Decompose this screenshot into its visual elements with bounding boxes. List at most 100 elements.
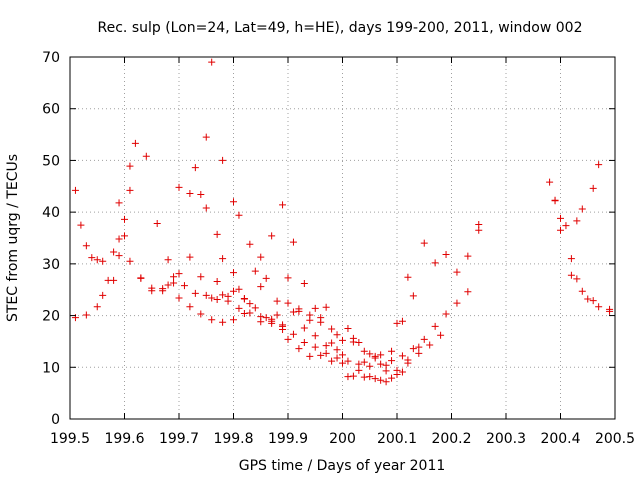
- data-point: [99, 291, 107, 299]
- series-arc-7: [235, 283, 406, 384]
- data-point: [246, 240, 254, 248]
- data-point: [464, 252, 472, 260]
- data-point: [366, 350, 374, 358]
- data-point: [567, 255, 575, 263]
- data-point: [202, 204, 210, 212]
- data-point: [595, 303, 603, 311]
- data-point: [562, 222, 570, 230]
- data-point: [186, 190, 194, 198]
- data-point: [464, 288, 472, 296]
- data-point: [175, 294, 183, 302]
- x-tick-label: 199.9: [268, 431, 308, 447]
- y-tick-label: 10: [42, 360, 60, 376]
- data-point: [164, 256, 172, 264]
- data-point: [121, 232, 128, 240]
- data-point: [360, 373, 368, 381]
- data-point: [426, 341, 434, 349]
- data-point: [366, 362, 374, 370]
- series-arc-3: [71, 226, 483, 370]
- data-point: [219, 291, 227, 299]
- x-tick-label: 200.2: [431, 431, 471, 447]
- data-point: [355, 338, 363, 346]
- data-point: [339, 336, 346, 344]
- data-point: [393, 371, 401, 379]
- data-point: [284, 335, 292, 343]
- data-point: [268, 319, 276, 327]
- data-point: [99, 257, 107, 265]
- series-arc-9: [546, 161, 614, 313]
- data-point: [333, 331, 341, 339]
- data-point: [246, 309, 254, 317]
- data-point: [137, 274, 145, 282]
- data-point: [77, 221, 85, 229]
- data-point: [284, 274, 292, 282]
- data-point: [377, 360, 385, 368]
- data-point: [175, 270, 183, 278]
- grid: [70, 57, 615, 419]
- data-point: [191, 289, 199, 297]
- data-point: [180, 282, 188, 290]
- y-tick-label: 60: [42, 102, 60, 118]
- data-point: [344, 357, 352, 365]
- data-point: [551, 196, 559, 204]
- data-point: [186, 253, 194, 261]
- x-tick-label: 200.3: [486, 431, 526, 447]
- data-point: [164, 281, 172, 289]
- data-point: [398, 368, 406, 376]
- x-tick-label: 200.5: [595, 431, 635, 447]
- x-tick-label: 200.4: [540, 431, 580, 447]
- data-point: [262, 314, 270, 322]
- series-arc-4: [186, 133, 483, 359]
- y-tick-label: 70: [42, 50, 60, 66]
- data-point: [142, 152, 150, 160]
- data-point: [355, 366, 363, 374]
- data-point: [235, 304, 243, 312]
- data-point: [573, 217, 581, 225]
- data-point: [339, 359, 346, 367]
- data-point: [398, 352, 406, 360]
- data-point: [159, 287, 167, 295]
- data-point: [360, 347, 368, 355]
- data-point: [388, 374, 396, 382]
- data-point: [311, 304, 319, 312]
- data-point: [295, 307, 303, 315]
- data-point: [93, 256, 101, 264]
- data-point: [322, 342, 330, 350]
- data-point: [349, 334, 357, 342]
- data-point: [311, 332, 319, 340]
- data-point: [273, 311, 281, 319]
- x-tick-label: 199.5: [50, 431, 90, 447]
- data-point: [589, 184, 597, 192]
- data-point: [289, 308, 297, 316]
- data-point: [219, 318, 227, 326]
- data-point: [382, 367, 390, 375]
- data-point: [295, 345, 303, 353]
- data-point: [251, 304, 259, 312]
- data-point: [475, 221, 483, 229]
- x-tick-label: 199.7: [159, 431, 199, 447]
- data-point: [268, 232, 276, 240]
- data-point: [377, 351, 385, 359]
- data-point: [415, 343, 423, 351]
- data-point: [300, 280, 308, 288]
- data-point: [311, 343, 319, 351]
- data-point: [224, 292, 232, 300]
- data-point: [420, 335, 428, 343]
- data-point: [606, 307, 614, 315]
- data-point: [115, 199, 123, 207]
- data-point: [300, 324, 308, 332]
- data-point: [328, 357, 336, 365]
- data-point: [115, 252, 123, 260]
- x-tick-label: 200.1: [377, 431, 417, 447]
- data-point: [71, 186, 79, 194]
- data-point: [202, 291, 210, 299]
- data-point: [355, 360, 363, 368]
- data-point: [257, 253, 265, 261]
- data-point: [110, 248, 118, 256]
- data-points: [71, 58, 614, 386]
- data-point: [197, 310, 205, 318]
- data-point: [197, 191, 205, 199]
- data-point: [431, 322, 439, 330]
- data-point: [257, 318, 265, 326]
